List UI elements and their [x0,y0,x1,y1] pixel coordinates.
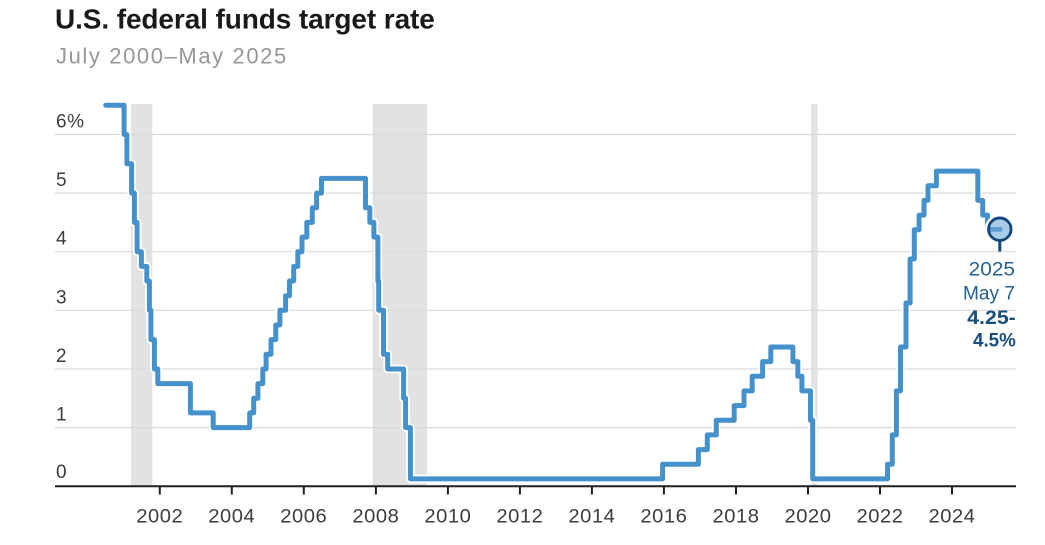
svg-text:2006: 2006 [280,507,327,528]
svg-text:2012: 2012 [496,507,543,528]
svg-text:U.S. federal funds target rate: U.S. federal funds target rate [55,4,435,35]
svg-text:2014: 2014 [568,507,615,528]
svg-text:2004: 2004 [208,507,255,528]
svg-text:2018: 2018 [713,507,760,528]
svg-text:6%: 6% [56,112,84,133]
svg-text:2024: 2024 [929,507,976,528]
svg-text:0: 0 [56,462,67,483]
svg-text:4.5%: 4.5% [973,330,1016,351]
svg-text:1: 1 [56,405,67,426]
svg-text:2016: 2016 [640,507,687,528]
svg-text:2008: 2008 [352,507,399,528]
svg-text:2025: 2025 [969,259,1015,280]
svg-text:5: 5 [56,170,67,191]
svg-text:4: 4 [56,229,67,250]
svg-text:May 7: May 7 [963,284,1015,305]
svg-text:3: 3 [56,287,67,308]
svg-text:2010: 2010 [424,507,471,528]
svg-text:July 2000–May 2025: July 2000–May 2025 [56,43,288,68]
svg-text:2022: 2022 [857,507,904,528]
svg-text:2: 2 [56,346,67,367]
svg-text:2002: 2002 [136,507,183,528]
svg-text:4.25-: 4.25- [967,308,1016,329]
svg-text:2020: 2020 [785,507,832,528]
